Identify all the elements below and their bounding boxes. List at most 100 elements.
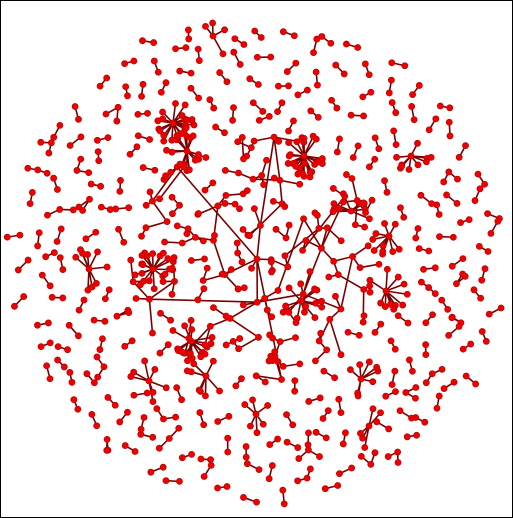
node	[169, 327, 177, 334]
node	[324, 407, 332, 415]
node	[281, 252, 289, 260]
node	[429, 311, 436, 319]
node	[320, 367, 328, 375]
node	[206, 322, 214, 330]
node	[149, 388, 157, 396]
node	[103, 435, 111, 443]
node	[142, 201, 150, 209]
node	[270, 174, 278, 182]
node	[354, 44, 362, 51]
node	[356, 264, 364, 271]
node	[88, 410, 96, 418]
node	[253, 53, 261, 61]
node	[46, 375, 54, 383]
node	[354, 392, 362, 400]
node	[138, 252, 146, 259]
node	[377, 409, 384, 417]
node	[357, 452, 365, 460]
node	[202, 372, 210, 380]
node	[435, 392, 443, 400]
node	[318, 155, 326, 162]
node	[171, 277, 178, 285]
node	[283, 68, 291, 75]
node	[178, 396, 185, 404]
node	[124, 92, 131, 100]
node	[230, 104, 237, 112]
node	[396, 407, 404, 415]
node	[224, 448, 232, 456]
node	[414, 161, 422, 169]
node	[390, 127, 398, 135]
node	[294, 444, 302, 451]
node	[360, 112, 367, 120]
node	[164, 341, 172, 349]
node	[455, 153, 463, 161]
node	[138, 232, 145, 240]
node	[145, 377, 153, 385]
node	[214, 484, 221, 492]
node	[224, 434, 232, 442]
node	[269, 197, 277, 205]
node	[28, 189, 36, 196]
node	[94, 373, 102, 381]
node	[423, 158, 430, 166]
node	[303, 86, 311, 94]
node	[333, 148, 341, 156]
node	[369, 405, 377, 413]
node	[272, 225, 280, 233]
node	[285, 139, 293, 147]
node	[421, 418, 429, 426]
node	[210, 304, 217, 311]
node	[425, 247, 433, 255]
node	[327, 39, 335, 47]
edge	[318, 318, 331, 342]
node	[274, 287, 282, 294]
node	[221, 26, 228, 34]
node	[375, 260, 383, 268]
node	[59, 294, 67, 302]
node	[453, 280, 460, 288]
node	[43, 362, 51, 370]
node	[285, 152, 293, 160]
node	[100, 363, 108, 371]
node	[163, 146, 170, 154]
edge	[277, 217, 305, 292]
node	[73, 167, 81, 174]
node	[246, 232, 253, 240]
node	[347, 111, 355, 119]
edge	[190, 336, 213, 342]
node	[317, 329, 325, 337]
node	[126, 150, 134, 158]
node	[170, 254, 178, 261]
node	[264, 402, 272, 409]
node	[310, 49, 317, 56]
node	[223, 78, 231, 86]
node	[253, 498, 260, 506]
node	[66, 142, 74, 149]
edge	[273, 136, 281, 182]
node	[144, 109, 151, 117]
node	[236, 205, 243, 213]
node	[194, 296, 202, 304]
node	[149, 329, 156, 337]
node	[227, 266, 235, 273]
node	[344, 328, 352, 336]
node	[267, 258, 275, 266]
node	[209, 179, 217, 187]
node	[359, 93, 367, 101]
node	[305, 398, 313, 405]
node	[103, 446, 111, 454]
node	[138, 269, 146, 277]
node	[160, 137, 168, 145]
node	[383, 265, 391, 273]
node	[347, 366, 354, 374]
node	[422, 351, 430, 359]
node	[382, 392, 390, 400]
node	[243, 187, 251, 194]
node	[289, 421, 297, 429]
node	[368, 196, 376, 204]
node	[334, 271, 342, 279]
node	[377, 320, 385, 328]
node	[160, 131, 168, 139]
node	[125, 309, 133, 316]
